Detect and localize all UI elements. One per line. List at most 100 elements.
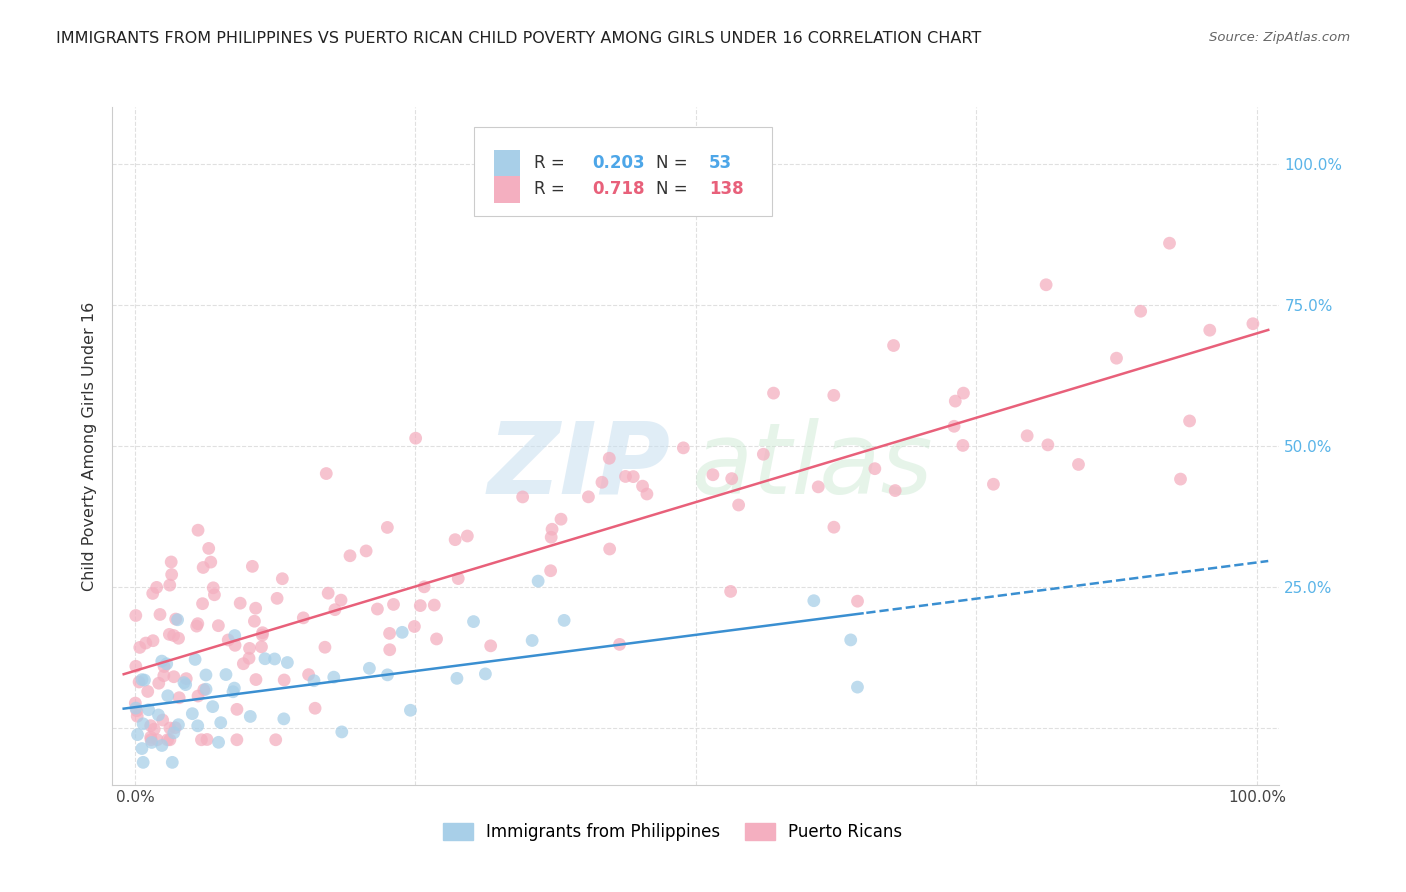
Point	[150, 739, 173, 753]
Point	[224, 681, 246, 695]
Point	[125, 704, 148, 718]
Point	[201, 699, 224, 714]
Point	[446, 671, 468, 685]
Point	[578, 490, 600, 504]
Point	[550, 512, 572, 526]
Point	[1241, 317, 1264, 331]
Point	[252, 628, 274, 642]
Point	[1129, 304, 1152, 318]
Point	[195, 682, 218, 697]
Point	[135, 636, 157, 650]
Point	[148, 676, 170, 690]
Point	[187, 719, 209, 733]
Point	[167, 690, 190, 705]
Point	[264, 732, 287, 747]
Text: IMMIGRANTS FROM PHILIPPINES VS PUERTO RICAN CHILD POVERTY AMONG GIRLS UNDER 16 C: IMMIGRANTS FROM PHILIPPINES VS PUERTO RI…	[56, 31, 981, 46]
Point	[202, 581, 225, 595]
Point	[167, 632, 190, 646]
Point	[425, 632, 447, 646]
Text: R =: R =	[534, 154, 569, 172]
Point	[456, 529, 478, 543]
Point	[339, 549, 361, 563]
Point	[591, 475, 613, 490]
Point	[399, 703, 422, 717]
Point	[150, 654, 173, 668]
Point	[240, 559, 263, 574]
Point	[157, 627, 180, 641]
Point	[636, 487, 658, 501]
Point	[382, 598, 405, 612]
Text: 53: 53	[709, 154, 733, 172]
Point	[720, 472, 742, 486]
Point	[156, 689, 179, 703]
Point	[127, 709, 149, 723]
Point	[413, 580, 436, 594]
Point	[131, 741, 153, 756]
Point	[762, 386, 785, 401]
Point	[166, 613, 188, 627]
Point	[226, 702, 249, 716]
Point	[167, 717, 190, 731]
Point	[128, 640, 150, 655]
Point	[807, 480, 830, 494]
Point	[160, 555, 183, 569]
Point	[159, 732, 181, 747]
Point	[315, 467, 337, 481]
FancyBboxPatch shape	[474, 128, 772, 216]
Point	[173, 675, 195, 690]
Point	[614, 469, 637, 483]
Point	[377, 520, 399, 534]
Point	[599, 541, 621, 556]
Point	[720, 584, 742, 599]
Point	[125, 659, 148, 673]
Point	[1178, 414, 1201, 428]
Point	[184, 652, 207, 666]
Point	[863, 461, 886, 475]
Point	[447, 572, 470, 586]
Point	[224, 629, 246, 643]
Point	[142, 633, 165, 648]
Point	[330, 725, 353, 739]
Point	[125, 608, 148, 623]
Text: N =: N =	[657, 180, 693, 198]
Point	[631, 479, 654, 493]
Point	[204, 588, 226, 602]
Point	[823, 388, 845, 402]
Point	[1159, 236, 1181, 251]
Point	[520, 633, 543, 648]
Point	[190, 732, 212, 747]
Point	[160, 567, 183, 582]
Point	[359, 661, 381, 675]
Point	[165, 721, 187, 735]
Text: 0.203: 0.203	[592, 154, 645, 172]
Point	[292, 611, 315, 625]
Point	[952, 438, 974, 452]
Point	[245, 601, 267, 615]
Y-axis label: Child Poverty Among Girls Under 16: Child Poverty Among Girls Under 16	[82, 301, 97, 591]
Point	[752, 447, 775, 461]
Point	[540, 564, 562, 578]
Point	[884, 483, 907, 498]
Point	[540, 530, 562, 544]
Point	[128, 675, 150, 690]
Point	[672, 441, 695, 455]
Point	[136, 684, 159, 698]
Point	[195, 732, 218, 747]
Point	[727, 498, 749, 512]
Point	[238, 641, 260, 656]
Text: Source: ZipAtlas.com: Source: ZipAtlas.com	[1209, 31, 1350, 45]
Point	[1105, 351, 1128, 366]
Point	[191, 597, 214, 611]
Point	[125, 701, 148, 715]
Point	[423, 598, 446, 612]
Point	[263, 652, 285, 666]
Point	[139, 719, 162, 733]
Point	[316, 586, 339, 600]
Point	[153, 668, 176, 682]
Point	[149, 607, 172, 622]
Point	[134, 673, 156, 687]
Point	[163, 725, 186, 739]
FancyBboxPatch shape	[494, 176, 520, 202]
Point	[377, 668, 399, 682]
Point	[139, 730, 162, 744]
